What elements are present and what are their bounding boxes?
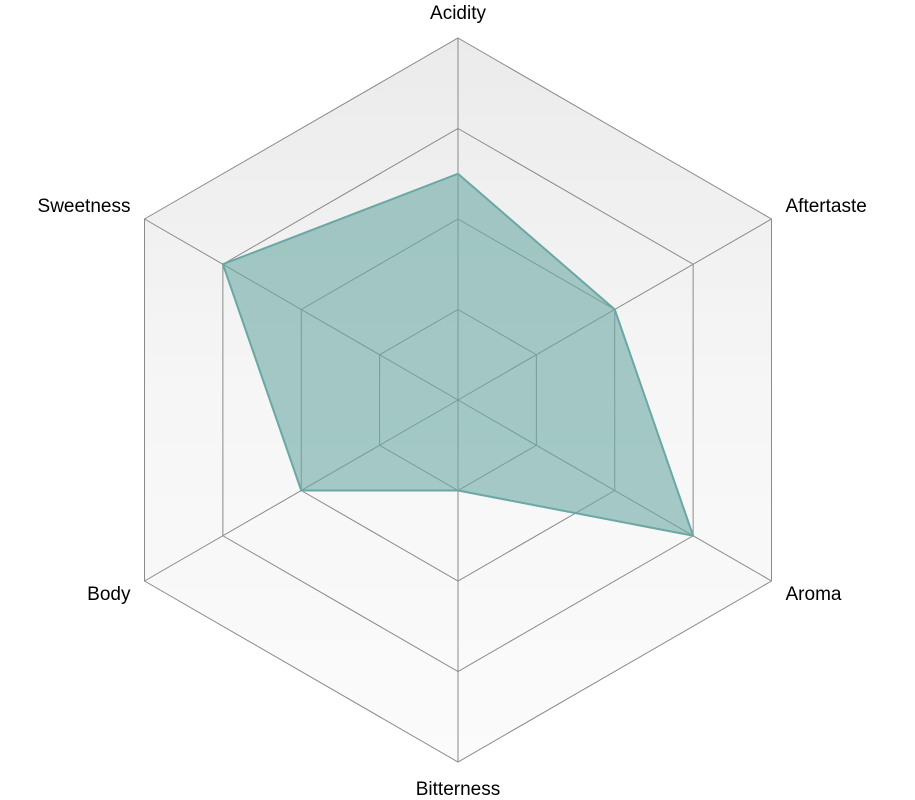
- axis-label: Sweetness: [38, 196, 131, 217]
- axis-label: Acidity: [430, 3, 486, 24]
- data-area: [221, 172, 695, 538]
- axis-label: Bitterness: [416, 779, 500, 800]
- axis-label: Aftertaste: [786, 196, 867, 217]
- plot-area: Acidity Aftertaste Aroma Bitterness Body Swee…: [38, 3, 867, 800]
- axis-label: Body: [87, 584, 131, 605]
- axis-label: Aroma: [786, 584, 842, 605]
